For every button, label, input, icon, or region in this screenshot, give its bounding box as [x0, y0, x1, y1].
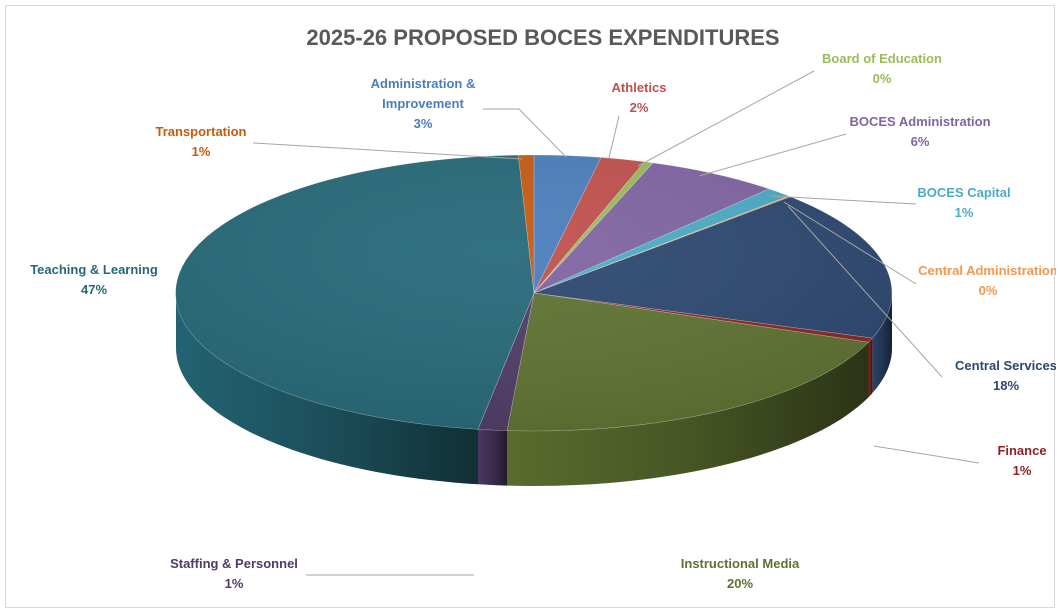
leader-line-athletics — [608, 115, 620, 159]
data-label-pct-athletics: 2% — [630, 100, 649, 115]
data-label-name-teaching-and-learning: Teaching & Learning — [30, 262, 158, 277]
data-label-pct-central-services: 18% — [993, 378, 1019, 393]
data-label-pct-staffing-and-personnel: 1% — [225, 576, 244, 591]
data-label-name-board-of-education: Board of Education — [822, 51, 942, 66]
data-label-name-staffing-and-personnel: Staffing & Personnel — [170, 556, 298, 571]
data-label-pct-finance: 1% — [1013, 463, 1032, 478]
data-label-pct-teaching-and-learning: 47% — [81, 282, 107, 297]
leader-line-administration-and-improvement — [483, 108, 567, 158]
data-label-name-transportation: Transportation — [155, 124, 246, 139]
leader-line-boces-administration — [698, 133, 847, 177]
pie-chart: 2025-26 PROPOSED BOCES EXPENDITURES Admi… — [30, 25, 1056, 591]
data-label-pct-central-administration: 0% — [979, 283, 998, 298]
pie-side-shade-teaching-and-learning — [176, 293, 478, 485]
chart-frame: 2025-26 PROPOSED BOCES EXPENDITURES Admi… — [5, 5, 1056, 608]
data-label-pct-transportation: 1% — [192, 144, 211, 159]
pie-side-shade-finance — [868, 338, 873, 398]
leader-line-boces-capital — [770, 195, 917, 205]
leader-line-transportation — [252, 142, 523, 160]
data-label-pct-boces-administration: 6% — [911, 134, 930, 149]
leader-line-board-of-education — [637, 70, 815, 167]
data-label-name-finance: Finance — [997, 443, 1046, 458]
data-label-name-boces-administration: BOCES Administration — [849, 114, 990, 129]
leader-lines — [252, 70, 980, 576]
data-label-pct-instructional-media: 20% — [727, 576, 753, 591]
leader-line-central-administration — [783, 201, 917, 285]
data-label-name-athletics: Athletics — [612, 80, 667, 95]
data-label-pct-boces-capital: 1% — [955, 205, 974, 220]
leader-line-central-services — [787, 205, 943, 378]
data-labels: Administration & Improvement 3% Athletics 2%… — [30, 51, 1056, 591]
data-label-name-boces-capital: BOCES Capital — [917, 185, 1010, 200]
data-label-name-instructional-media: Instructional Media — [681, 556, 800, 571]
leader-line-finance — [873, 445, 980, 464]
data-label-pct-administration-and-improvement: 3% — [414, 116, 433, 131]
data-label-pct-board-of-education: 0% — [873, 71, 892, 86]
data-label-name-administration-and-improvement-1: Administration & — [371, 76, 476, 91]
data-label-name-administration-and-improvement-2: Improvement — [382, 96, 464, 111]
data-label-name-central-services: Central Services — [955, 358, 1056, 373]
pie-side-shade-instructional-media — [507, 342, 869, 486]
data-label-name-central-administration: Central Administration — [918, 263, 1056, 278]
pie-side-shade-staffing-and-personnel — [478, 429, 507, 486]
chart-title: 2025-26 PROPOSED BOCES EXPENDITURES — [306, 25, 779, 50]
